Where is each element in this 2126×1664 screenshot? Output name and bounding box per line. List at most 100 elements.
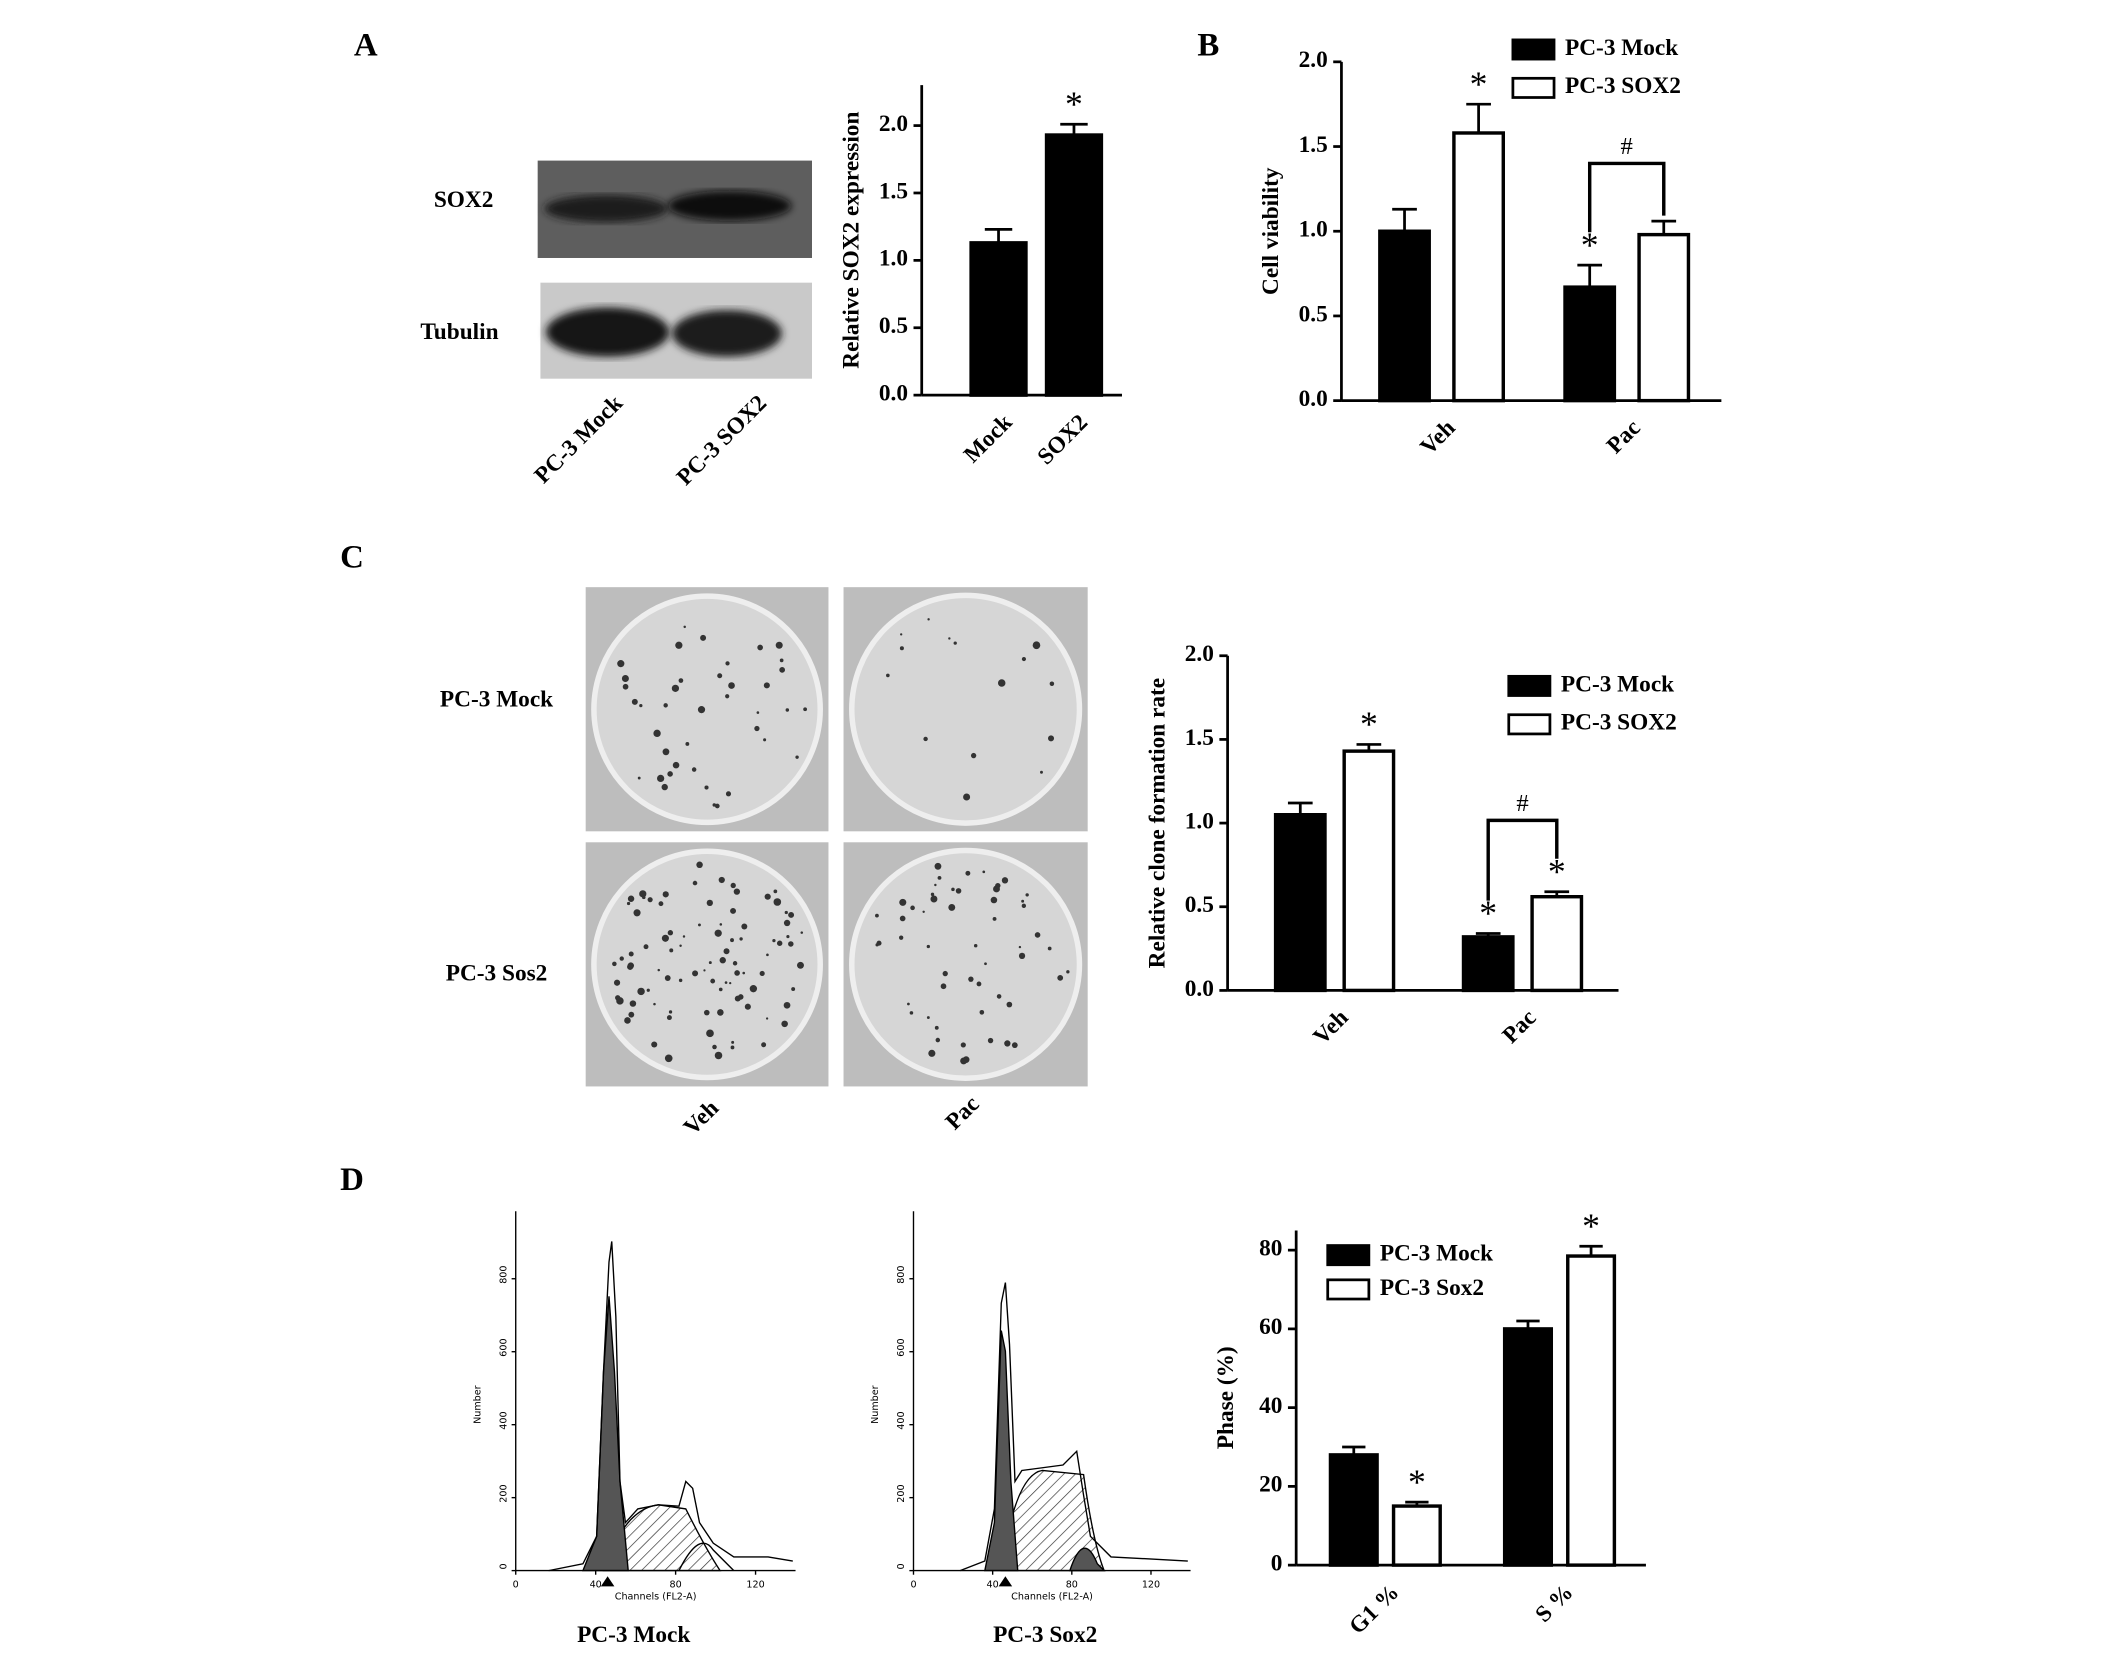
y-tick-label: 0.0 [1299, 386, 1328, 412]
colony-dot [773, 898, 782, 906]
colony-dot [666, 1015, 672, 1021]
colony-dot [788, 911, 795, 918]
colony-dot [712, 1044, 717, 1050]
bar [1273, 813, 1327, 993]
panel-letter: D [340, 1162, 364, 1198]
bar [1391, 1504, 1442, 1567]
colony-dot [786, 934, 790, 939]
y-axis-title: Relative clone formation rate [1144, 678, 1170, 968]
legend-label: PC-3 SOX2 [1561, 710, 1677, 736]
colony-dot [730, 1045, 735, 1050]
bracket-label: # [1516, 790, 1528, 817]
colony-dot [791, 987, 796, 992]
colony-dot [647, 897, 653, 903]
significance-marker: * [1408, 1462, 1426, 1502]
colony-dot [935, 1037, 941, 1043]
colony-dot [1049, 681, 1055, 686]
colony-dot [765, 1017, 769, 1020]
y-tick-label: 200 [498, 1484, 509, 1502]
colony-dot [651, 1041, 658, 1048]
colony-dot [718, 987, 723, 992]
y-tick-label: 600 [498, 1338, 509, 1356]
x-tick-label: S % [1530, 1579, 1578, 1627]
y-tick-label: 20 [1259, 1472, 1282, 1498]
colony-dot [667, 930, 674, 936]
colony-dot [764, 893, 771, 900]
error-bar [1287, 801, 1313, 815]
colony-dot [613, 979, 621, 986]
colony-dot [796, 961, 804, 969]
colony-dot [682, 935, 686, 938]
blot-row-label: SOX2 [434, 187, 494, 213]
colony-dot [1018, 945, 1022, 949]
colony-dot [875, 943, 879, 947]
bar [1378, 229, 1431, 403]
y-tick-label: 0.5 [1185, 892, 1214, 918]
colony-dot [928, 1049, 936, 1057]
x-axis-title: Channels (FL2-A) [1011, 1592, 1093, 1603]
error-bar [1577, 263, 1603, 288]
legend-label: PC-3 SOX2 [1565, 73, 1681, 99]
colony-dot [955, 888, 962, 894]
colony-dot [976, 981, 982, 987]
colony-dot [1057, 974, 1064, 981]
colony-dot [739, 937, 743, 941]
colony-dot [1025, 893, 1029, 897]
colony-dot [773, 889, 778, 894]
colony-dot [1047, 946, 1052, 951]
colony-dot [627, 895, 635, 902]
y-tick-label: 0 [1271, 1550, 1283, 1576]
blot-row-label: Tubulin [420, 319, 498, 345]
y-tick-label: 1.0 [879, 246, 908, 272]
colony-dot [678, 978, 683, 983]
colony-dot [661, 934, 669, 942]
error-bar [1392, 207, 1417, 232]
colony-dot [672, 761, 680, 769]
colony-dot [960, 1057, 968, 1065]
y-axis-title: Number [870, 1385, 881, 1424]
colony-dot [783, 1001, 791, 1009]
colony-dot [730, 938, 734, 943]
colony-dot [742, 971, 746, 975]
colony-row-label: PC-3 Mock [440, 686, 553, 712]
bar [1502, 1327, 1554, 1567]
colony-dot [631, 698, 638, 705]
y-tick-label: 1.5 [1299, 132, 1328, 158]
colony-dot [708, 961, 712, 965]
colony-dot [683, 625, 686, 629]
colony-dot [785, 708, 790, 712]
y-tick-label: 800 [498, 1265, 509, 1283]
chart-title: PC-3 Mock [577, 1622, 690, 1648]
colony-dot [658, 901, 664, 907]
colony-dot [934, 1025, 939, 1030]
y-tick-label: 0 [498, 1563, 509, 1569]
significance-marker: * [1582, 1206, 1600, 1246]
x-tick-label: 120 [746, 1579, 764, 1590]
colony-dot [926, 944, 930, 949]
colony-dot [749, 984, 758, 993]
colony-dot [900, 633, 903, 636]
colony-dot [788, 941, 794, 947]
colony-dot [717, 1009, 724, 1016]
colony-dot [664, 1054, 673, 1063]
x-tick-label: Pac [1602, 415, 1646, 459]
colony-dot [1021, 903, 1027, 908]
colony-dot [731, 1040, 735, 1044]
colony-dot [675, 641, 683, 649]
y-tick-label: 0.0 [1185, 976, 1214, 1002]
y-tick-label: 2.0 [1185, 641, 1214, 667]
colony-dot [728, 682, 735, 689]
colony-dot [886, 673, 890, 678]
y-tick-label: 400 [896, 1411, 907, 1429]
colony-dot [704, 785, 709, 790]
colony-dot [679, 944, 682, 947]
colony-dot [982, 870, 986, 874]
y-tick-label: 1.5 [879, 178, 908, 204]
colony-dot [1047, 735, 1055, 742]
colony-dot [990, 896, 998, 904]
significance-marker: * [1581, 225, 1599, 265]
colony-dot [633, 909, 641, 917]
colony-dot [669, 948, 674, 953]
blot-lane-label: PC-3 Mock [530, 390, 628, 488]
